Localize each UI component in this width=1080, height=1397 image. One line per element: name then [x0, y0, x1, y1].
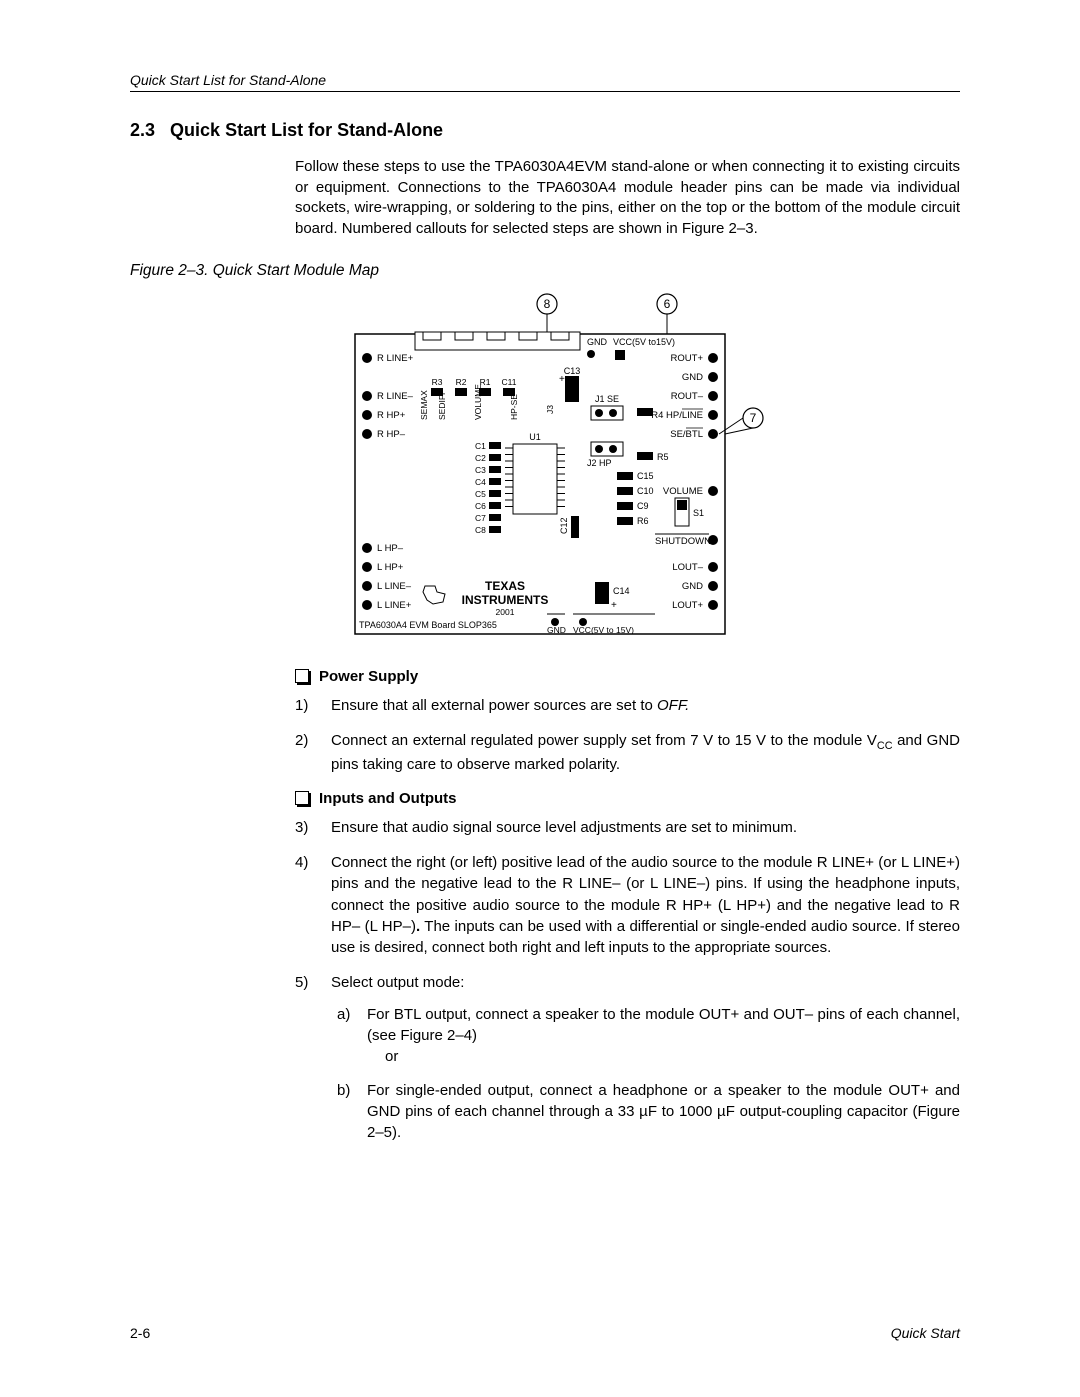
svg-text:L LINE–: L LINE– — [377, 581, 412, 592]
step-number: 1) — [295, 695, 317, 716]
svg-text:C9: C9 — [637, 501, 649, 511]
svg-text:L LINE+: L LINE+ — [377, 600, 412, 611]
svg-text:6: 6 — [664, 297, 671, 311]
steps-list: 1) Ensure that all external power sources… — [295, 695, 960, 776]
svg-text:LOUT+: LOUT+ — [672, 600, 703, 611]
step-item: 1) Ensure that all external power sources… — [295, 695, 960, 716]
page-footer: 2-6 Quick Start — [130, 1325, 960, 1341]
svg-text:+: + — [611, 600, 617, 611]
svg-text:S1: S1 — [693, 508, 704, 518]
step-number: 2) — [295, 730, 317, 776]
substep-letter: a) — [331, 1004, 355, 1068]
svg-text:R3: R3 — [432, 377, 443, 387]
svg-text:LOUT–: LOUT– — [672, 562, 703, 573]
running-head: Quick Start List for Stand-Alone — [130, 72, 960, 92]
svg-text:J2 HP: J2 HP — [587, 458, 612, 468]
svg-text:C12: C12 — [559, 517, 569, 534]
svg-text:VOLUME: VOLUME — [663, 486, 703, 497]
svg-text:C4: C4 — [475, 477, 486, 487]
svg-text:R2: R2 — [456, 377, 467, 387]
svg-text:C1: C1 — [475, 441, 486, 451]
substep-text: For BTL output, connect a speaker to the… — [367, 1004, 960, 1068]
section-heading: 2.3 Quick Start List for Stand-Alone — [130, 120, 960, 141]
step-item: 4)Connect the right (or left) positive l… — [295, 852, 960, 958]
substep-item: a)For BTL output, connect a speaker to t… — [331, 1004, 960, 1068]
checklist-title: Power Supply — [319, 668, 418, 685]
svg-text:L HP+: L HP+ — [377, 562, 404, 573]
svg-text:C8: C8 — [475, 525, 486, 535]
step-text: Connect an external regulated power supp… — [331, 730, 960, 776]
svg-text:ROUT+: ROUT+ — [671, 353, 704, 364]
checklist-heading: Power Supply — [295, 668, 960, 685]
step-number: 5) — [295, 972, 317, 1155]
step-text: Ensure that audio signal source level ad… — [331, 817, 960, 838]
step-text: Select output mode:a)For BTL output, con… — [331, 972, 960, 1155]
svg-text:7: 7 — [750, 411, 757, 425]
substep-text: For single-ended output, connect a headp… — [367, 1080, 960, 1144]
svg-text:+: + — [559, 374, 565, 385]
svg-text:R6: R6 — [637, 516, 649, 526]
checkbox-icon — [295, 669, 309, 683]
svg-text:R HP–: R HP– — [377, 429, 406, 440]
step-text: Ensure that all external power sources a… — [331, 695, 960, 716]
svg-text:R5: R5 — [657, 452, 669, 462]
svg-text:C10: C10 — [637, 486, 654, 496]
svg-text:GND: GND — [587, 337, 608, 347]
footer-page-number: 2-6 — [130, 1325, 150, 1341]
svg-text:C3: C3 — [475, 465, 486, 475]
svg-text:L HP–: L HP– — [377, 543, 404, 554]
figure-wrap: 8 6 7 GND VCC(5V to15V) R LINE+ R LINE– R HP+ R … — [130, 292, 960, 642]
figure-caption: Figure 2–3. Quick Start Module Map — [130, 262, 960, 280]
module-map-diagram: 8 6 7 GND VCC(5V to15V) R LINE+ R LINE– R HP+ R … — [315, 292, 775, 642]
svg-text:C2: C2 — [475, 453, 486, 463]
svg-text:R LINE+: R LINE+ — [377, 353, 414, 364]
svg-text:SE/BTL: SE/BTL — [670, 429, 703, 440]
step-number: 4) — [295, 852, 317, 958]
step-text: Connect the right (or left) positive lea… — [331, 852, 960, 958]
svg-text:J3: J3 — [545, 405, 555, 414]
checklist-heading: Inputs and Outputs — [295, 790, 960, 807]
footer-section-name: Quick Start — [891, 1325, 960, 1341]
svg-text:C6: C6 — [475, 501, 486, 511]
checklist-title: Inputs and Outputs — [319, 790, 456, 807]
svg-text:TPA6030A4 EVM Board SLOP365: TPA6030A4 EVM Board SLOP365 — [359, 620, 497, 630]
svg-text:C7: C7 — [475, 513, 486, 523]
svg-text:VCC(5V to15V): VCC(5V to15V) — [613, 337, 675, 347]
svg-text:INSTRUMENTS: INSTRUMENTS — [462, 593, 549, 607]
step-item: 5)Select output mode:a)For BTL output, c… — [295, 972, 960, 1155]
step-item: 2) Connect an external regulated power su… — [295, 730, 960, 776]
intro-paragraph: Follow these steps to use the TPA6030A4E… — [295, 157, 960, 240]
svg-text:HP-SE: HP-SE — [509, 393, 519, 419]
step-item: 3) Ensure that audio signal source level … — [295, 817, 960, 838]
svg-text:2001: 2001 — [496, 607, 515, 617]
svg-text:GND: GND — [547, 625, 566, 635]
svg-text:J1 SE: J1 SE — [595, 394, 619, 404]
section-number: 2.3 — [130, 120, 155, 140]
svg-text:R1: R1 — [480, 377, 491, 387]
svg-text:R LINE–: R LINE– — [377, 391, 414, 402]
substep-letter: b) — [331, 1080, 355, 1144]
svg-text:C14: C14 — [613, 586, 630, 596]
svg-text:8: 8 — [544, 297, 551, 311]
substep-item: b)For single-ended output, connect a hea… — [331, 1080, 960, 1144]
checkbox-icon — [295, 791, 309, 805]
section-title: Quick Start List for Stand-Alone — [170, 120, 443, 140]
svg-text:R HP+: R HP+ — [377, 410, 406, 421]
svg-text:C5: C5 — [475, 489, 486, 499]
svg-text:C13: C13 — [564, 366, 581, 376]
svg-text:TEXAS: TEXAS — [485, 579, 525, 593]
svg-text:C15: C15 — [637, 471, 654, 481]
svg-text:SEMAX: SEMAX — [419, 390, 429, 420]
svg-text:SHUTDOWN: SHUTDOWN — [655, 536, 711, 547]
steps-list: 3) Ensure that audio signal source level … — [295, 817, 960, 1156]
svg-text:C11: C11 — [502, 377, 517, 387]
substeps: a)For BTL output, connect a speaker to t… — [331, 1004, 960, 1144]
svg-text:GND: GND — [682, 581, 703, 592]
svg-text:ROUT–: ROUT– — [671, 391, 704, 402]
svg-text:GND: GND — [682, 372, 703, 383]
svg-text:U1: U1 — [529, 432, 541, 442]
svg-text:VCC(5V to 15V): VCC(5V to 15V) — [573, 625, 634, 635]
step-number: 3) — [295, 817, 317, 838]
svg-text:R4 HP/LINE: R4 HP/LINE — [651, 410, 703, 421]
